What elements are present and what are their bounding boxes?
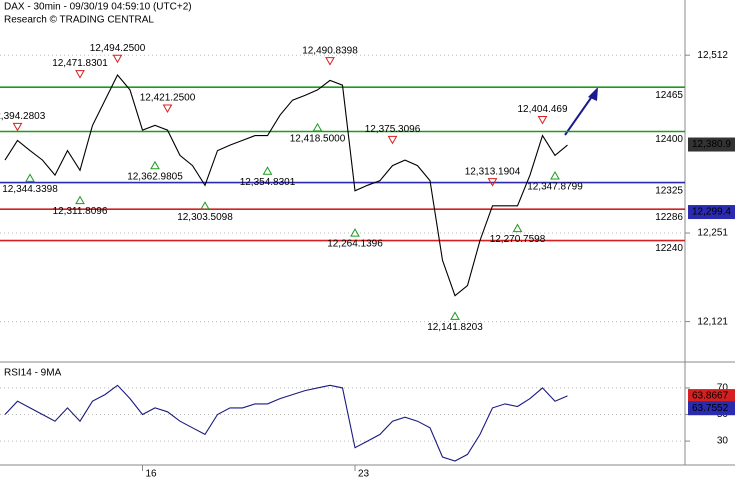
pivot-label: 12,303.5098 — [177, 212, 233, 223]
y-tick-label: 12,512 — [697, 50, 728, 61]
low-marker — [450, 311, 460, 320]
y-tick-label: 12,251 — [697, 228, 728, 239]
level-label: 12240 — [655, 243, 683, 254]
high-marker — [12, 122, 23, 132]
pivot-label: 12,404.469 — [517, 104, 567, 115]
pivot-label: 12,354.8301 — [240, 177, 296, 188]
pivot-label: 12,264.1396 — [327, 239, 383, 250]
price-badge — [688, 389, 735, 404]
pivot-label: 12,494.2500 — [90, 43, 146, 54]
low-marker — [75, 195, 85, 205]
chart-subtitle: Research © TRADING CENTRAL — [4, 15, 154, 26]
price-badge — [688, 401, 735, 416]
pivot-label: 12,270.7598 — [490, 234, 546, 245]
low-marker — [312, 122, 323, 132]
pivot-label: 12,418.5000 — [290, 134, 346, 145]
low-marker — [512, 223, 523, 233]
y-tick-label: 30 — [717, 436, 729, 447]
price-line — [4, 74, 568, 297]
high-marker — [387, 135, 398, 145]
price-badge-label: 12,299.4 — [692, 207, 731, 218]
high-marker — [75, 70, 85, 79]
level-label: 12325 — [655, 185, 683, 196]
y-tick-label: 12,121 — [697, 316, 728, 327]
pivot-label: 12,421.2500 — [140, 93, 196, 104]
low-marker — [200, 201, 210, 210]
arrow-head — [588, 87, 598, 101]
price-badge-label: 12,380.9 — [692, 139, 731, 150]
high-marker — [325, 57, 335, 66]
chart-title: DAX - 30min - 09/30/19 04:59:10 (UTC+2) — [4, 2, 192, 13]
pivot-label: 12,362.9805 — [127, 171, 183, 182]
forecast-arrow — [564, 94, 594, 136]
price-badge-label: 63.7552 — [692, 403, 729, 414]
pivot-label: 12,347.8799 — [527, 182, 583, 193]
low-marker — [262, 166, 273, 175]
high-marker — [537, 115, 548, 125]
pivot-label: 12,375.3096 — [365, 124, 421, 135]
pivot-label: 12,313.1904 — [465, 166, 521, 177]
low-marker — [150, 160, 160, 170]
pivot-label: 12,344.3398 — [2, 184, 58, 195]
high-marker — [487, 178, 498, 187]
low-marker — [350, 228, 360, 237]
low-marker — [550, 171, 560, 180]
pivot-label: 12,394.2803 — [0, 111, 46, 122]
x-tick-label: 23 — [358, 469, 370, 480]
pivot-label: 12,490.8398 — [302, 45, 358, 56]
pivot-label: 12,471.8301 — [52, 58, 108, 69]
rsi-title: RSI14 - 9MA — [4, 368, 62, 379]
low-marker — [25, 173, 35, 182]
pivot-label: 12,311.8096 — [53, 206, 108, 217]
high-marker — [162, 104, 173, 114]
y-tick-label: 70 — [717, 383, 729, 394]
level-label: 12465 — [655, 90, 683, 101]
price-badge — [688, 137, 735, 152]
x-tick-label: 16 — [146, 469, 158, 480]
price-badge — [688, 205, 735, 220]
level-label: 12400 — [655, 134, 683, 145]
level-label: 12286 — [655, 212, 683, 223]
pivot-label: 12,141.8203 — [427, 322, 483, 333]
high-marker — [112, 54, 123, 64]
price-badge-label: 63.8667 — [692, 391, 729, 402]
price-line — [4, 384, 568, 462]
